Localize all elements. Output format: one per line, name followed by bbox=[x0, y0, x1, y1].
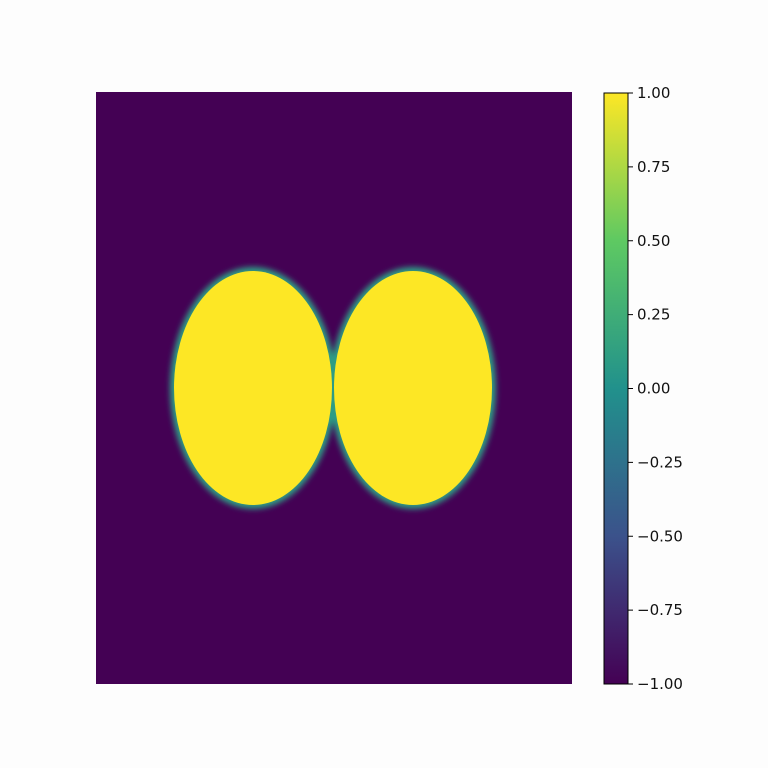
right-disk bbox=[334, 271, 492, 505]
colorbar-ticks: 1.00 0.75 0.50 0.25 0.00 −0.25 −0.50 −0.75 −1.00 bbox=[628, 84, 683, 693]
colorbar: 1.00 0.75 0.50 0.25 0.00 −0.25 −0.50 −0.75 −1.00 bbox=[603, 84, 683, 693]
colorbar-tick-label: 0.00 bbox=[637, 380, 670, 398]
heatmap-plot bbox=[96, 92, 572, 684]
colorbar-tick-label: −0.25 bbox=[637, 453, 683, 471]
colorbar-tick-label: 1.00 bbox=[637, 84, 670, 102]
colorbar-tick-label: 0.50 bbox=[637, 232, 670, 250]
colorbar-tick-label: 0.25 bbox=[637, 306, 670, 324]
colorbar-gradient bbox=[603, 92, 629, 685]
left-disk bbox=[174, 271, 332, 505]
colorbar-tick-label: 0.75 bbox=[637, 158, 670, 176]
colorbar-tick-label: −1.00 bbox=[637, 675, 683, 693]
region-core bbox=[174, 271, 492, 505]
colorbar-tick-label: −0.50 bbox=[637, 527, 683, 545]
colorbar-tick-label: −0.75 bbox=[637, 601, 683, 619]
